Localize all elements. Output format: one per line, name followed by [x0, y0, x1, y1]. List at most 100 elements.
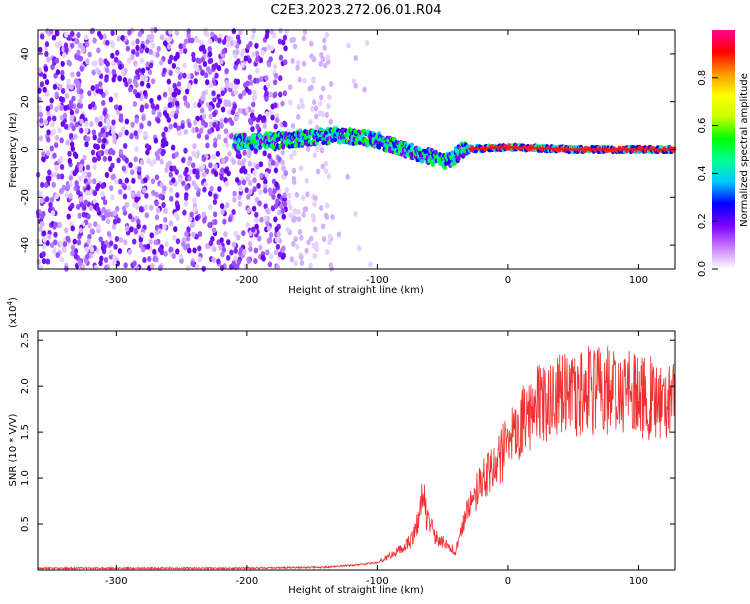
- spectrogram-cell: [241, 90, 247, 97]
- spectrogram-cell: [205, 243, 210, 250]
- spectrogram-cell: [240, 160, 245, 167]
- spectrogram-cell: [246, 207, 252, 214]
- spectrogram-cell: [54, 164, 59, 171]
- spectrogram-cell: [84, 120, 89, 127]
- spectrogram-cell: [118, 149, 124, 156]
- spectrogram-signal-cell: [258, 132, 263, 138]
- spectrogram-cell: [142, 256, 147, 263]
- spectrogram-cell: [98, 115, 104, 122]
- spectrogram-cell: [118, 236, 124, 243]
- spectrogram-cell: [210, 31, 215, 38]
- spectrogram-cell: [250, 126, 255, 133]
- spectrogram-cell: [81, 211, 87, 218]
- spectrogram-cell: [43, 65, 49, 72]
- spectrogram-cell: [193, 78, 198, 85]
- spectrogram-cell: [263, 187, 268, 194]
- spectrogram-cell: [151, 189, 156, 196]
- spectrogram-cell: [274, 181, 279, 188]
- spectrogram-cell: [233, 115, 239, 122]
- spectrogram-cell: [265, 82, 271, 89]
- spectrogram-cell: [147, 69, 153, 76]
- spectrogram-cell: [172, 91, 178, 98]
- spectrogram-cell: [104, 171, 110, 178]
- spectrogram-cell: [86, 238, 91, 245]
- spectrogram-cell: [97, 137, 102, 144]
- spectrogram-cell: [260, 49, 265, 56]
- spectrogram-cell: [97, 30, 102, 37]
- spectrogram-cell: [288, 204, 293, 211]
- spectrogram-cell: [311, 242, 316, 249]
- spectrogram-cell: [102, 199, 108, 206]
- x-tick-label: -200: [236, 576, 259, 587]
- spectrogram-cell: [104, 76, 109, 83]
- spectrogram-cell: [140, 104, 145, 111]
- x-tick-label: 100: [629, 275, 648, 286]
- spectrogram-cell: [301, 35, 307, 42]
- spectrogram-cell: [92, 134, 97, 141]
- spectrogram-cell: [132, 60, 138, 67]
- spectrogram-cell: [72, 238, 77, 245]
- y-tick-label: 0.5: [20, 516, 31, 532]
- spectrogram-cell: [225, 35, 231, 42]
- spectrogram-cell: [251, 205, 257, 212]
- spectrogram-cell: [154, 200, 159, 207]
- spectrogram-cell: [60, 74, 65, 81]
- spectrogram-cell: [241, 230, 246, 237]
- spectrogram-cell: [213, 35, 218, 42]
- spectrogram-cell: [69, 114, 75, 121]
- spectrogram-cell: [320, 223, 326, 230]
- spectrogram-cell: [141, 187, 147, 194]
- spectrogram-cell: [151, 50, 157, 57]
- spectrogram-cell: [222, 218, 227, 225]
- spectrogram-cell: [94, 116, 99, 123]
- spectrogram-cell: [208, 57, 214, 64]
- spectrogram-cell: [248, 246, 253, 253]
- spectrogram-cell: [49, 196, 55, 203]
- spectrogram-cell: [57, 127, 62, 134]
- spectrogram-cell: [232, 103, 238, 110]
- spectrogram-cell: [243, 55, 249, 62]
- spectrogram-cell: [56, 173, 61, 180]
- spectrogram-cell: [345, 173, 350, 180]
- spectrogram-cell: [233, 230, 238, 237]
- spectrogram-cell: [238, 29, 243, 36]
- spectrogram-cell: [277, 38, 283, 45]
- spectrogram-cell: [267, 261, 273, 268]
- spectrogram-cell: [136, 92, 141, 99]
- spectrogram-cell: [254, 223, 259, 230]
- spectrogram-cell: [157, 227, 162, 234]
- spectrogram-cell: [207, 38, 213, 45]
- spectrogram-cell: [237, 159, 242, 166]
- spectrogram-cell: [60, 60, 65, 67]
- spectrogram-cell: [74, 38, 80, 45]
- spectrogram-cell: [73, 78, 79, 85]
- spectrogram-cell: [110, 162, 115, 169]
- spectrogram-cell: [127, 78, 133, 85]
- colorbar-tick-label: 0.4: [697, 165, 708, 181]
- spectrogram-cell: [81, 47, 86, 54]
- spectrogram-cell: [234, 176, 240, 183]
- spectrogram-cell: [223, 117, 229, 124]
- spectrogram-cell: [220, 208, 225, 215]
- spectrogram-cell: [89, 121, 94, 128]
- spectrogram-cell: [68, 132, 74, 139]
- spectrogram-cell: [118, 113, 124, 120]
- spectrogram-cell: [84, 246, 89, 253]
- spectrogram-cell: [238, 185, 243, 192]
- spectrogram-cell: [213, 193, 218, 200]
- spectrogram-cell: [224, 79, 230, 86]
- snr-y-ticks: 0.5 1.0 1.5 2.0 2.5: [20, 332, 675, 532]
- spectrogram-cell: [45, 258, 51, 265]
- spectrogram-cell: [246, 257, 252, 264]
- spectrogram-cell: [200, 56, 206, 63]
- spectrogram-cell: [157, 148, 162, 155]
- colorbar-tick-label: 0.8: [697, 70, 708, 86]
- spectrogram-cell: [311, 56, 316, 63]
- spectrogram-cell: [135, 50, 140, 57]
- spectrogram-cell: [237, 107, 242, 114]
- spectrogram-cell: [272, 92, 277, 99]
- spectrogram-cell: [186, 73, 191, 80]
- spectrogram-cell: [296, 208, 301, 215]
- spectrogram-cell: [231, 260, 236, 267]
- spectrogram-cell: [136, 190, 141, 197]
